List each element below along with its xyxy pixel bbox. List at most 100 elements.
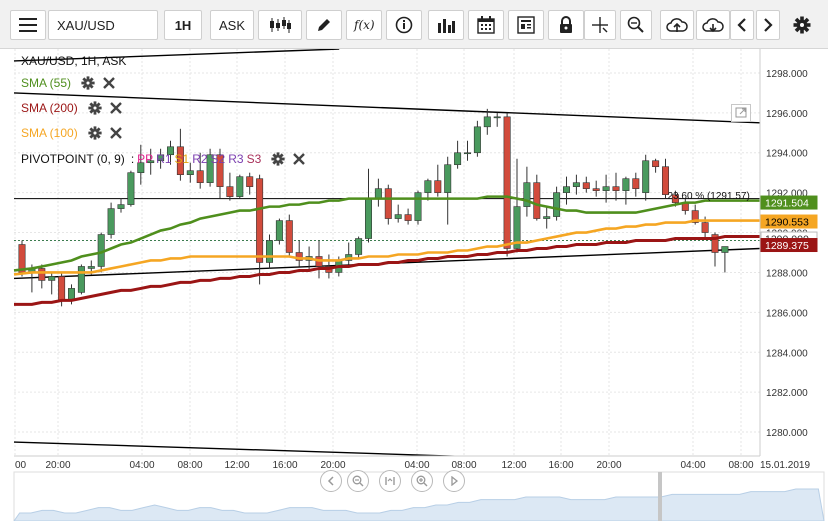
lock-button[interactable] bbox=[548, 10, 584, 40]
candle-body bbox=[483, 116, 491, 128]
crosshair-button[interactable] bbox=[584, 10, 616, 40]
candle-body bbox=[454, 152, 462, 166]
price-type-selector[interactable]: ASK bbox=[210, 10, 254, 40]
time-tick-label: 08:00 bbox=[177, 460, 202, 471]
time-axis: 00 20:00 04:00 08:00 12:00 16:00 20:00 04:00 08:… bbox=[0, 455, 828, 472]
gear-icon[interactable] bbox=[81, 76, 95, 90]
candle-body bbox=[691, 210, 699, 223]
chevron-left-icon bbox=[327, 476, 334, 486]
candle-body bbox=[612, 186, 620, 191]
pivot-s3: S3 bbox=[246, 152, 262, 166]
indicators-button[interactable]: f(x) bbox=[346, 10, 382, 40]
candle-body bbox=[721, 246, 729, 253]
sma200-legend[interactable]: SMA (200) bbox=[21, 101, 122, 115]
candle-body bbox=[553, 192, 561, 217]
candle-body bbox=[256, 178, 264, 263]
gear-icon[interactable] bbox=[88, 101, 102, 115]
scroll-right-button[interactable] bbox=[756, 10, 780, 40]
candle-body bbox=[463, 152, 471, 155]
price-tick-label: 1298.000 bbox=[766, 69, 808, 80]
candle-body bbox=[374, 188, 382, 199]
news-button[interactable] bbox=[508, 10, 544, 40]
info-button[interactable] bbox=[386, 10, 422, 40]
candle-body bbox=[48, 276, 56, 281]
candle-body bbox=[632, 178, 640, 189]
candlestick-icon bbox=[270, 17, 291, 33]
gear-icon[interactable] bbox=[88, 126, 102, 140]
candle-body bbox=[513, 206, 521, 249]
candle-body bbox=[701, 222, 709, 233]
nav-forward-button[interactable] bbox=[443, 470, 465, 492]
price-label-box bbox=[760, 195, 818, 210]
candle-body bbox=[652, 160, 660, 168]
instrument-label: XAU/USD, 1H, ASK bbox=[21, 54, 127, 68]
close-icon[interactable] bbox=[293, 153, 306, 165]
bar-chart-icon bbox=[438, 19, 455, 33]
time-tick-label: 04:00 bbox=[680, 460, 705, 471]
candle-body bbox=[285, 220, 293, 253]
symbol-label: XAU/USD bbox=[57, 17, 115, 33]
crosshair-icon bbox=[592, 17, 608, 33]
candle-body bbox=[671, 194, 679, 203]
cloud-upload-icon bbox=[666, 18, 688, 32]
candle-body bbox=[424, 180, 432, 193]
pivot-s1: S1 bbox=[174, 152, 190, 166]
chart-type-button[interactable] bbox=[258, 10, 302, 40]
menu-button[interactable] bbox=[10, 10, 46, 40]
instrument-legend: XAU/USD, 1H, ASK bbox=[21, 54, 126, 68]
price-tick-label: 1288.000 bbox=[766, 268, 808, 279]
pivot-r1: R1 bbox=[156, 152, 172, 166]
download-button[interactable] bbox=[696, 10, 730, 40]
gear-icon[interactable] bbox=[271, 152, 285, 166]
menu-icon bbox=[19, 18, 37, 32]
candle-body bbox=[562, 186, 570, 193]
volume-button[interactable] bbox=[428, 10, 464, 40]
close-icon[interactable] bbox=[103, 77, 115, 89]
zoom-in-icon bbox=[416, 475, 428, 487]
price-tick-label: 1294.000 bbox=[766, 149, 808, 160]
candle-body bbox=[414, 192, 422, 221]
pivot-legend[interactable]: PIVOTPOINT (0, 9) : PP R1 S1 R2 S2 R3 S3 bbox=[21, 152, 306, 166]
calendar-button[interactable] bbox=[468, 10, 504, 40]
candle-body bbox=[503, 116, 511, 249]
settings-button[interactable] bbox=[788, 10, 816, 40]
reset-view-button[interactable] bbox=[379, 470, 401, 492]
sma55-line bbox=[13, 195, 760, 272]
price-tick-label: 1286.000 bbox=[766, 308, 808, 319]
upload-button[interactable] bbox=[660, 10, 694, 40]
grid bbox=[14, 49, 760, 456]
price-chart[interactable]: 1280.000 1282.000 1284.000 1286.000 1288.000… bbox=[0, 48, 828, 522]
draw-button[interactable] bbox=[306, 10, 342, 40]
close-icon[interactable] bbox=[109, 102, 122, 114]
zoom-button[interactable] bbox=[620, 10, 652, 40]
candle-body bbox=[226, 186, 234, 197]
candle-body bbox=[473, 126, 481, 154]
cloud-download-icon bbox=[702, 18, 724, 33]
sma55-legend[interactable]: SMA (55) bbox=[21, 76, 115, 90]
zoom-out-button[interactable] bbox=[347, 470, 369, 492]
scroll-left-button[interactable] bbox=[730, 10, 754, 40]
zoom-out-icon bbox=[352, 475, 364, 487]
sma100-legend[interactable]: SMA (100) bbox=[21, 126, 122, 140]
nav-back-button[interactable] bbox=[320, 470, 342, 492]
price-label-box bbox=[760, 238, 818, 253]
price-axis-background bbox=[760, 49, 828, 456]
fit-icon bbox=[385, 477, 395, 485]
expand-button[interactable] bbox=[731, 104, 751, 122]
timeframe-selector[interactable]: 1H bbox=[164, 10, 202, 40]
candle-body bbox=[622, 178, 630, 191]
candle-body bbox=[236, 176, 244, 197]
moving-averages bbox=[13, 195, 760, 306]
expand-icon bbox=[735, 107, 747, 118]
zoom-in-button[interactable] bbox=[411, 470, 433, 492]
candle-body bbox=[384, 188, 392, 219]
time-tick-label: 04:00 bbox=[404, 460, 429, 471]
candle-body bbox=[602, 186, 610, 191]
close-icon[interactable] bbox=[109, 127, 122, 139]
sma200-label: SMA (200) bbox=[21, 101, 78, 115]
pivot-r3: R3 bbox=[228, 152, 244, 166]
chart-area[interactable]: 1280.000 1282.000 1284.000 1286.000 1288.000… bbox=[0, 48, 828, 522]
candle-body bbox=[137, 162, 145, 173]
symbol-selector[interactable]: XAU/USD bbox=[48, 10, 158, 40]
candle-body bbox=[572, 182, 580, 187]
